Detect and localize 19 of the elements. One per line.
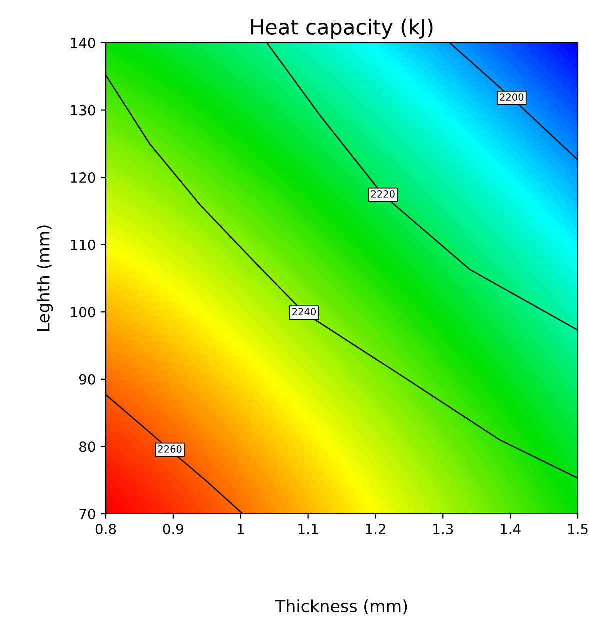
x-axis-title: Thickness (mm) — [275, 600, 408, 615]
y-tick-label: 110 — [71, 240, 96, 250]
x-tick-label: 1.2 — [366, 524, 386, 534]
x-tick-label: 1 — [238, 524, 244, 534]
y-tick-label: 100 — [71, 307, 96, 318]
y-tick-label: 120 — [71, 172, 96, 184]
x-tick-label: 0.8 — [96, 524, 116, 534]
y-axis-title: Leghth (mm) — [36, 226, 54, 331]
y-tick-label: 80 — [80, 442, 96, 452]
chart-title: Heat capacity (kJ) — [252, 18, 433, 39]
x-tick-label: 1.4 — [501, 524, 521, 534]
y-tick-label: 70 — [80, 508, 96, 520]
y-tick-label: 90 — [79, 374, 96, 385]
y-tick-label: 130 — [71, 105, 96, 116]
y-tick-label: 140 — [71, 38, 96, 48]
x-tick-label: 0.9 — [163, 524, 184, 534]
x-tick-label: 1.1 — [298, 524, 318, 534]
x-tick-label: 1.3 — [434, 524, 454, 534]
x-tick-label: 1.5 — [568, 524, 588, 534]
